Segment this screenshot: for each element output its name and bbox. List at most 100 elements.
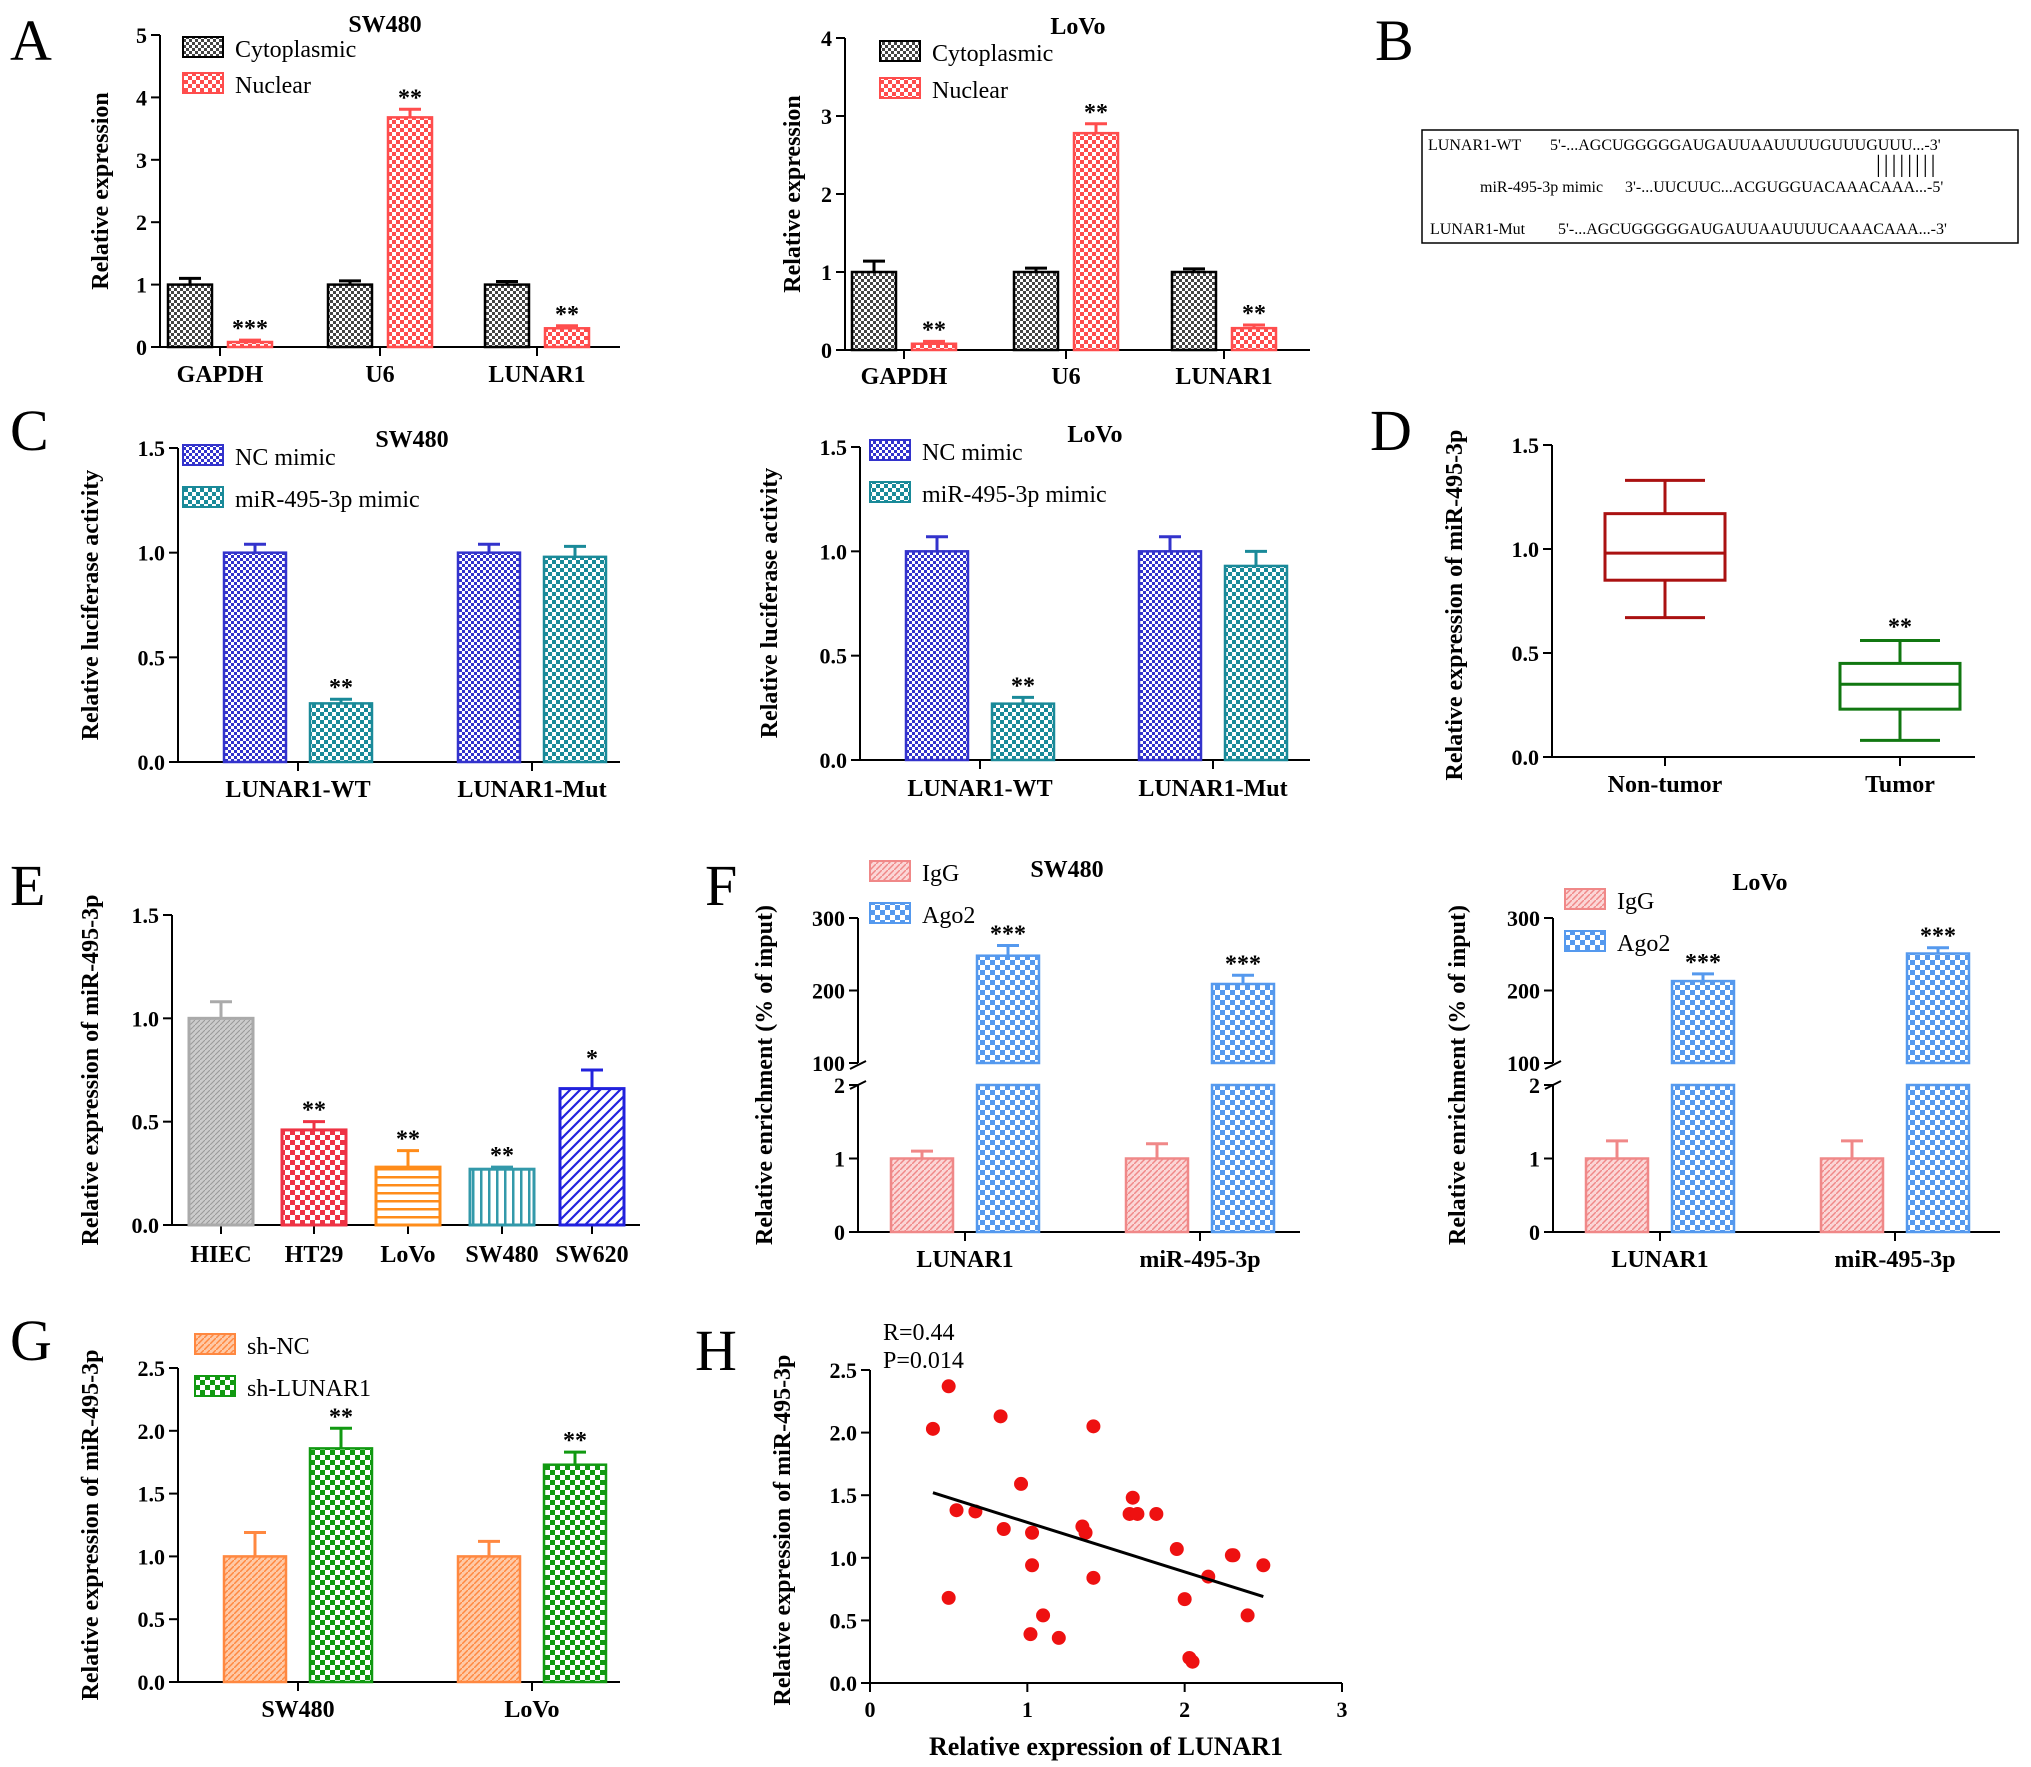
upper-y-tick-label: 100	[1507, 1051, 1540, 1076]
chart-c2: LoVo 0.0 0.5 1.0 1.5 Relative luciferase acti…	[757, 422, 1310, 802]
significance-label: **	[1011, 673, 1035, 699]
legend-label: Nuclear	[932, 78, 1008, 104]
chart-y-tick-label: 0.0	[138, 1670, 166, 1695]
chart-title: LoVo	[1732, 870, 1787, 896]
bar	[910, 342, 958, 352]
chart-a2: LoVo 0 1 2 3 4 Relative expression Cytoplasmic N…	[780, 14, 1310, 390]
chart-title: LoVo	[1067, 422, 1122, 448]
mut-sequence: 5'-...AGCUGGGGGAUGAUUAAUUUUCAAACAAA...-3…	[1558, 221, 1947, 238]
bar	[222, 1555, 288, 1684]
lower-y-tick-label: 1	[834, 1147, 845, 1172]
charts-layer: SW480 0 1 2 3 4 5 Relative expression Cytoplasmi…	[78, 12, 2000, 1761]
chart-title: SW480	[348, 12, 421, 38]
scatter-point	[1078, 1525, 1093, 1540]
category-label: LUNAR1-Mut	[457, 777, 606, 803]
scatter-point	[1256, 1558, 1271, 1573]
legend-swatch	[869, 481, 911, 503]
chart-y-tick-label: 2	[821, 182, 832, 207]
bar	[166, 283, 214, 349]
bar	[468, 1167, 536, 1227]
legend-label: Cytoplasmic	[932, 41, 1053, 67]
x-tick-label: 2	[1179, 1697, 1190, 1722]
chart-g: 0.0 0.5 1.0 1.5 2.0 2.5 Relative expression of…	[78, 1333, 620, 1723]
bar	[1223, 564, 1289, 762]
bar	[1670, 979, 1736, 1065]
upper-y-tick-label: 300	[812, 906, 845, 931]
mimic-sequence: 3'-...UUCUUC...ACGUGGUACAAACAAA...-5'	[1625, 179, 1943, 196]
category-label: U6	[365, 362, 394, 388]
legend-swatch	[182, 444, 224, 466]
scatter-point	[1177, 1592, 1192, 1607]
scatter-point	[1130, 1506, 1145, 1521]
chart-y-tick-label: 1.5	[830, 1483, 858, 1508]
scatter-point	[1149, 1506, 1164, 1521]
significance-label: **	[329, 675, 353, 701]
category-label: LoVo	[504, 1697, 559, 1723]
significance-label: **	[563, 1428, 587, 1454]
category-label: GAPDH	[861, 364, 948, 390]
chart-f2: LoVo 100 200 300 0 1 2 Relative enrichment (% o…	[1445, 870, 2000, 1273]
bar-lower-segment	[1670, 1083, 1736, 1234]
legend-swatch	[869, 860, 911, 882]
bar	[850, 270, 898, 352]
chart-y-tick-label: 1.0	[830, 1546, 858, 1571]
mut-label: LUNAR1-Mut	[1430, 221, 1526, 238]
panel-label-h: H	[695, 1318, 737, 1383]
chart-y-tick-label: 0.0	[132, 1213, 160, 1238]
bar	[386, 116, 434, 349]
chart-y-tick-label: 2.5	[138, 1356, 166, 1381]
legend-label: miR-495-3p mimic	[235, 487, 420, 513]
bar	[308, 1447, 374, 1684]
bar	[1012, 270, 1060, 352]
category-label: LUNAR1-WT	[907, 776, 1052, 802]
significance-label: ***	[232, 316, 268, 342]
category-label: SW480	[465, 1242, 538, 1268]
bar-lower-segment	[1210, 1083, 1276, 1234]
y-axis-label: Relative expression of miR-495-3p	[1442, 430, 1468, 781]
scatter-point	[993, 1409, 1008, 1424]
legend-label: Ago2	[922, 903, 975, 929]
bar	[1230, 326, 1278, 352]
chart-y-tick-label: 0.5	[820, 644, 848, 669]
scatter-point	[1240, 1608, 1255, 1623]
chart-y-tick-label: 3	[821, 104, 832, 129]
chart-y-tick-label: 4	[821, 26, 832, 51]
category-label: SW620	[555, 1242, 628, 1268]
bar	[280, 1128, 348, 1227]
chart-y-tick-label: 0.0	[1512, 745, 1540, 770]
legend-swatch	[1564, 888, 1606, 910]
scatter-point	[949, 1503, 964, 1518]
scatter-point	[1023, 1627, 1038, 1642]
significance-label: **	[398, 85, 422, 111]
legend-swatch	[879, 77, 921, 99]
bar	[226, 340, 274, 349]
scatter-point	[1014, 1476, 1029, 1491]
bar	[542, 555, 608, 764]
significance-label: ***	[1225, 951, 1261, 977]
sequence-box: LUNAR1-WT 5'-...AGCUGGGGGAUGAUUAAUUUUGUU…	[1421, 129, 2019, 244]
significance-label: **	[396, 1127, 420, 1153]
y-axis-label: Relative expression	[88, 92, 114, 290]
y-axis-label: Relative expression	[780, 95, 806, 293]
legend-label: Cytoplasmic	[235, 37, 356, 63]
axis-break-mark	[849, 1080, 867, 1090]
chart-y-tick-label: 0.5	[132, 1110, 160, 1135]
legend-label: IgG	[922, 861, 959, 887]
lower-y-tick-label: 2	[834, 1073, 845, 1098]
bar	[1137, 550, 1203, 762]
significance-label: **	[302, 1098, 326, 1124]
y-axis-label: Relative expression of miR-495-3p	[78, 1350, 104, 1701]
bar	[543, 327, 591, 349]
lower-y-tick-label: 0	[834, 1220, 845, 1245]
significance-label: ***	[1685, 950, 1721, 976]
bar	[1584, 1157, 1650, 1234]
chart-y-tick-label: 4	[136, 85, 147, 110]
chart-y-tick-label: 0.5	[1512, 641, 1540, 666]
scatter-point	[1125, 1490, 1140, 1505]
category-label: GAPDH	[177, 362, 264, 388]
bar	[1124, 1157, 1190, 1234]
wt-label: LUNAR1-WT	[1428, 137, 1522, 154]
chart-a1: SW480 0 1 2 3 4 5 Relative expression Cytoplasmi…	[88, 12, 620, 388]
scatter-point	[996, 1522, 1011, 1537]
